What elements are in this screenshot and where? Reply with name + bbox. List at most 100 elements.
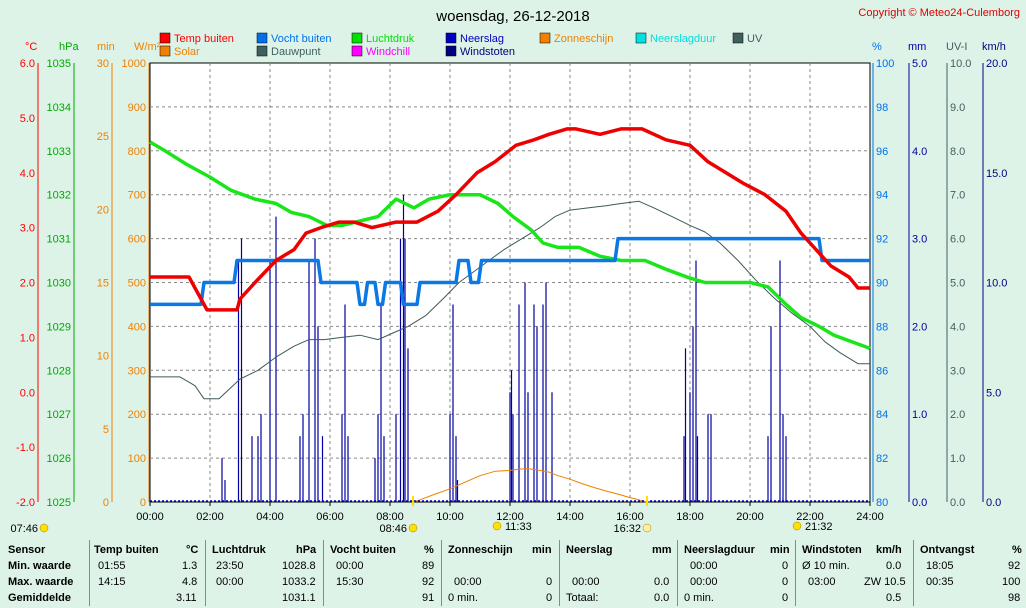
stats-rainduration-max-time: 00:00: [690, 576, 718, 588]
axis-unit-left: hPa: [59, 41, 79, 53]
axis-tick-left: 30: [97, 58, 109, 70]
sun-icon: [642, 523, 652, 533]
stats-gust-unit: km/h: [876, 544, 902, 556]
legend-label: Zonneschijn: [554, 33, 613, 45]
axis-tick-left: 5.0: [20, 113, 35, 125]
stats-separator: [795, 540, 796, 606]
axis-tick-right: 5.0: [986, 387, 1001, 399]
stats-panel: Sensor Min. waarde Max. waarde Gemiddeld…: [0, 538, 1026, 608]
stats-rainduration-min: 0: [782, 560, 789, 572]
axis-tick-right: 20.0: [986, 58, 1007, 70]
stats-sunshine-avg: 0: [546, 592, 553, 604]
stats-gust-min-time: Ø 10 min.: [802, 560, 850, 572]
x-tick-label: 22:00: [796, 511, 824, 523]
axis-tick-left: 1000: [122, 58, 146, 70]
axis-tick-right: 0.0: [912, 497, 927, 509]
legend-label: Luchtdruk: [366, 33, 415, 45]
legend-swatch: [351, 45, 363, 57]
axis-tick-right: 80: [876, 497, 888, 509]
axis-tick-right: 88: [876, 321, 888, 333]
axis-tick-left: 800: [128, 146, 146, 158]
axis-tick-left: 1.0: [20, 332, 35, 344]
series-temp-buiten: [150, 127, 870, 312]
x-tick-label: 04:00: [256, 511, 284, 523]
x-tick-label: 00:00: [136, 511, 164, 523]
legend-swatch: [445, 45, 457, 57]
axis-tick-left: 900: [128, 102, 146, 114]
axis-tick-right: 0.0: [950, 497, 965, 509]
x-tick-label: 10:00: [436, 511, 464, 523]
stats-sunshine: Zonneschijn min 00:00 0 0 min. 0: [448, 538, 556, 608]
x-tick-label: 08:00: [376, 511, 404, 523]
axes-labels: °C 6.0 5.0 4.0 3.0 2.0 1.0 0.0 -1.0 -2.0 hPa 1035 10…: [16, 41, 1007, 509]
stats-gust-header: Windstoten: [802, 544, 862, 556]
stats-temp-max-time: 14:15: [98, 576, 126, 588]
stats-separator: [559, 540, 560, 606]
axis-tick-right: 84: [876, 409, 888, 421]
stats-avg-label: Gemiddelde: [8, 592, 71, 604]
stats-gust-min: 0.0: [886, 560, 902, 572]
stats-temp: Temp buiten °C 01:55 1.3 14:15 4.8 3.11: [94, 538, 200, 608]
axis-tick-left: 1030: [47, 278, 71, 290]
stats-sensor: Sensor Min. waarde Max. waarde Gemiddeld…: [8, 538, 88, 608]
stats-pressure-header: Luchtdruk: [212, 544, 266, 556]
axis-tick-left: 15: [97, 278, 109, 290]
axis-tick-left: 3.0: [20, 223, 35, 235]
stats-temp-avg: 3.11: [176, 592, 197, 604]
stats-rain-header: Neerslag: [566, 544, 613, 556]
stats-rainduration-avg: 0: [782, 592, 789, 604]
stats-humidity-min: 89: [422, 560, 435, 572]
sun-icon: [492, 521, 502, 531]
stats-reception-header: Ontvangst: [920, 544, 975, 556]
stats-separator: [677, 540, 678, 606]
legend-label: Solar: [174, 46, 200, 58]
legend-swatch: [159, 32, 171, 44]
legend-label: Windchill: [366, 46, 410, 58]
stats-sunshine-unit: min: [532, 544, 552, 556]
axis-tick-left: 1025: [47, 497, 71, 509]
axis-tick-right: 96: [876, 146, 888, 158]
axis-tick-right: 1.0: [912, 409, 927, 421]
axis-tick-left: -2.0: [16, 497, 35, 509]
stats-rain: Neerslag mm 00:00 0.0 Totaal: 0.0: [566, 538, 674, 608]
axis-unit-left: °C: [25, 41, 37, 53]
axis-tick-right: 8.0: [950, 146, 965, 158]
stats-sensor-header: Sensor: [8, 544, 46, 556]
axis-tick-left: -1.0: [16, 442, 35, 454]
copyright: Copyright © Meteo24-Culemborg: [858, 7, 1020, 19]
stats-humidity-max-time: 15:30: [336, 576, 364, 588]
axis-tick-left: 400: [128, 321, 146, 333]
stats-min-label: Min. waarde: [8, 560, 71, 572]
axis-tick-right: 2.0: [912, 321, 927, 333]
series-dauwpunt: [150, 200, 870, 400]
stats-gust-max: ZW 10.5: [864, 576, 906, 588]
legend-swatch: [256, 45, 268, 57]
axis-tick-left: 1033: [47, 146, 71, 158]
legend-swatch: [539, 32, 551, 44]
stats-humidity-min-time: 00:00: [336, 560, 364, 572]
axis-tick-right: 15.0: [986, 168, 1007, 180]
stats-separator: [205, 540, 206, 606]
stats-sunshine-max: 0: [546, 576, 553, 588]
axis-tick-left: 25: [97, 131, 109, 143]
stats-separator: [441, 540, 442, 606]
stats-gust-max-time: 03:00: [808, 576, 836, 588]
axis-unit-left: W/m²: [134, 41, 161, 53]
axis-tick-right: 7.0: [950, 190, 965, 202]
stats-humidity-max: 92: [422, 576, 435, 588]
stats-rain-max-time: 00:00: [572, 576, 600, 588]
stats-rain-avg: 0.0: [654, 592, 670, 604]
x-tick-label: 14:00: [556, 511, 584, 523]
series-solar: [412, 468, 647, 503]
stats-reception-avg: 98: [1008, 592, 1021, 604]
axis-tick-right: 100: [876, 58, 894, 70]
legend-label: Vocht buiten: [271, 33, 332, 45]
stats-rainduration-header: Neerslagduur: [684, 544, 755, 556]
axis-tick-left: 10: [97, 351, 109, 363]
legend-swatch: [351, 32, 363, 44]
axis-unit-right: mm: [908, 41, 926, 53]
axis-tick-right: 2.0: [950, 409, 965, 421]
axis-tick-right: 82: [876, 453, 888, 465]
x-axis: 00:00 02:00 04:00 06:00 08:00 10:00 12:00 14:00…: [136, 502, 884, 523]
legend-label: Dauwpunt: [271, 46, 321, 58]
